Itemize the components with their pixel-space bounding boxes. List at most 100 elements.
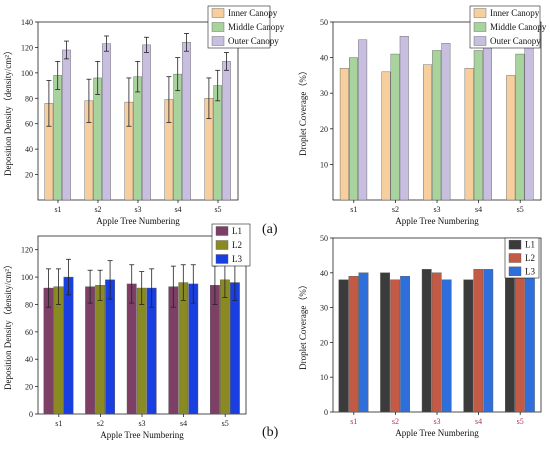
legend-label: L3 [525, 266, 535, 276]
x-tick-label: s2 [392, 417, 399, 426]
y-tick-label: 0 [29, 410, 33, 419]
bar [441, 279, 452, 413]
y-tick-label: 0 [324, 408, 328, 417]
legend-swatch [473, 22, 487, 32]
legend-label: Inner Canopy [490, 8, 540, 18]
y-tick-label: 20 [320, 338, 328, 347]
bar [95, 285, 105, 415]
legend-label: L3 [232, 254, 242, 264]
legend-label: Outer Canopy [490, 36, 541, 46]
bar [173, 73, 183, 201]
y-tick-label: 60 [25, 120, 33, 129]
x-tick-label: s3 [433, 417, 440, 426]
legend-label: Outer Canopy [228, 36, 279, 46]
legend-swatch [473, 8, 487, 18]
bar [93, 77, 102, 201]
x-tick-label: s4 [174, 205, 181, 214]
legend-label: L2 [525, 253, 535, 263]
x-tick-label: s4 [475, 417, 482, 426]
bar [53, 286, 64, 415]
y-axis-title: Droplet Coverage（%） [298, 66, 308, 156]
y-tick-label: 40 [25, 145, 33, 154]
y-tick-label: 10 [320, 160, 328, 169]
bar [222, 61, 231, 201]
bar [464, 68, 474, 201]
bar [85, 286, 96, 415]
bar [220, 279, 230, 415]
legend-swatch [508, 266, 522, 277]
panel-a: 20 40 60 80 100 120 140 s1 s2 s3 s4 s5 Apple Tree Nu… [3, 5, 547, 237]
legend-swatch [215, 226, 229, 236]
legend-swatch [211, 8, 225, 18]
y-tick-label: 30 [320, 304, 328, 313]
y-tick-label: 20 [25, 383, 33, 392]
legend: L1 L2 L3 [211, 223, 251, 267]
bar [229, 282, 240, 415]
x-tick-label: s1 [55, 419, 62, 428]
bar [358, 272, 369, 413]
x-tick-label: s2 [97, 419, 104, 428]
bar [53, 75, 62, 201]
bar [473, 50, 483, 201]
legend-swatch [508, 239, 522, 250]
bar [142, 44, 151, 201]
bar [515, 276, 525, 413]
bar [390, 279, 400, 413]
y-tick-label: 40 [320, 269, 328, 278]
y-tick-label: 120 [21, 43, 33, 52]
bar [400, 276, 410, 413]
legend-swatch [473, 36, 487, 46]
chart-top-right-droplet-coverage: 10 20 30 40 50 s1 s2 s3 s4 s5 Apple Tree Numbering… [298, 5, 547, 226]
legend-label: L1 [525, 240, 535, 250]
bar [399, 36, 409, 201]
bar [524, 265, 535, 413]
bar [62, 49, 71, 201]
y-tick-label: 40 [320, 54, 328, 63]
x-tick-label: s1 [350, 205, 357, 214]
panel-label-b: (b) [262, 425, 279, 440]
y-tick-label: 40 [25, 355, 33, 364]
bar [349, 57, 358, 201]
bar [338, 279, 349, 413]
x-axis-title: Apple Tree Numbering [96, 216, 180, 226]
bar [506, 75, 516, 201]
bar [483, 269, 494, 413]
legend-swatch [211, 22, 225, 32]
bar [178, 282, 189, 415]
bar [182, 42, 191, 201]
y-tick-label: 100 [21, 273, 33, 282]
y-tick-label: 20 [25, 171, 33, 180]
bar [515, 53, 525, 201]
legend-label: L1 [232, 226, 242, 236]
y-axis-title: Droplet Coverage（%） [298, 280, 308, 370]
x-tick-label: s1 [54, 205, 61, 214]
bar [380, 272, 391, 413]
bar [339, 68, 349, 201]
legend-swatch [508, 253, 522, 263]
bar [348, 276, 359, 413]
y-tick-label: 20 [320, 125, 328, 134]
legend-label: Middle Canopy [228, 22, 285, 32]
bar [463, 279, 474, 413]
bar [524, 39, 534, 201]
bar [63, 276, 74, 415]
x-axis-title: Apple Tree Numbering [395, 428, 479, 438]
x-tick-label: s3 [138, 419, 145, 428]
bar [213, 85, 223, 201]
x-axis-title: Apple Tree Numbering [100, 430, 184, 440]
legend: Inner Canopy Middle Canopy Outer Canopy [207, 5, 285, 49]
y-tick-label: 50 [320, 234, 328, 243]
y-tick-label: 80 [25, 94, 33, 103]
bar [432, 50, 442, 201]
chart-bottom-right-droplet-coverage: 0 10 20 30 40 50 s1 s2 s3 s4 s5 Apple Tree Numberin… [298, 234, 542, 438]
x-tick-label: s4 [475, 205, 482, 214]
bar [105, 279, 115, 415]
x-tick-label: s1 [350, 417, 357, 426]
x-tick-label: s2 [94, 205, 101, 214]
y-tick-label: 10 [320, 373, 328, 382]
y-tick-label: 60 [25, 328, 33, 337]
bar [390, 53, 400, 201]
x-tick-label: s5 [517, 417, 524, 426]
